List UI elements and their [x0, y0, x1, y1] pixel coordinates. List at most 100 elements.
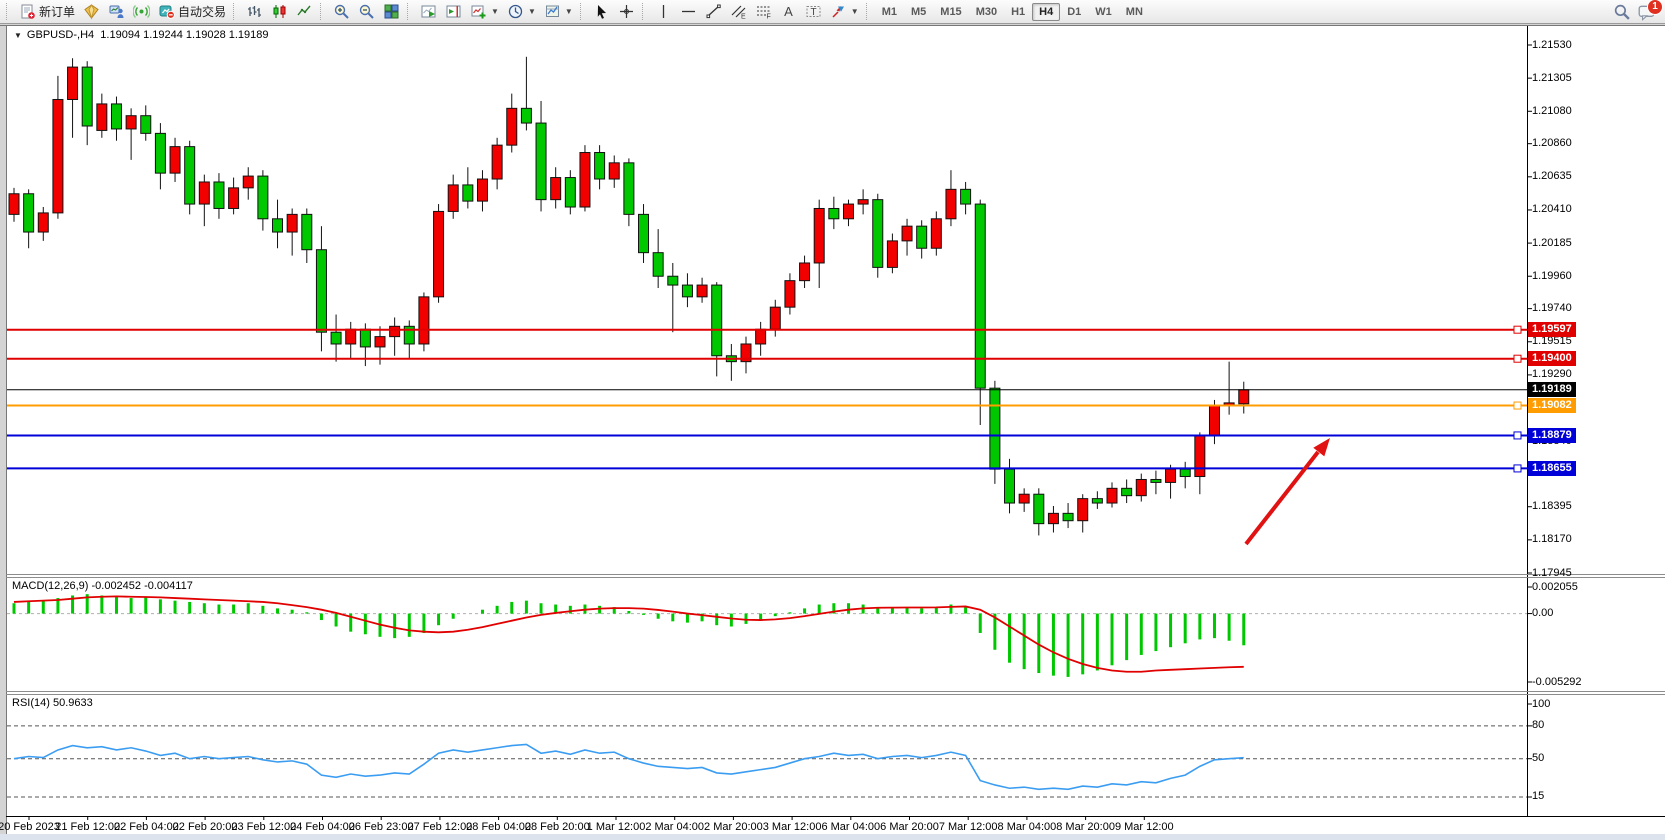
bear-candle [1179, 468, 1191, 478]
autotrading-button[interactable]: 自动交易 [154, 0, 230, 24]
timeframe-button-w1[interactable]: W1 [1095, 5, 1112, 18]
current-price-tag: 1.19189 [1528, 382, 1576, 398]
bull-candle [491, 144, 503, 180]
bull-candle [784, 280, 796, 308]
templates-button[interactable]: ▼ [540, 0, 577, 24]
chevron-down-icon[interactable]: ▼ [14, 31, 22, 40]
toolbar: 新订单 自动交易 ▼ ▼ ▼ E F A T ▼ M1 M5 M15 M30 H1 H4 D1 W1 MN 1 [0, 0, 1665, 24]
bear-candle [667, 275, 679, 286]
bull-candle [8, 193, 20, 215]
bear-candle [535, 122, 547, 201]
bear-candle [257, 175, 269, 220]
dropdown-arrow-icon[interactable]: ▼ [527, 7, 536, 16]
bull-candle [476, 178, 488, 202]
auto-scroll-button[interactable] [416, 0, 441, 24]
marketwatch-button[interactable] [79, 0, 104, 24]
timeframe-button-d1[interactable]: D1 [1067, 5, 1082, 18]
trend-arrow-line[interactable] [1244, 450, 1320, 546]
macd-axis-label: 0.00 [1532, 607, 1554, 620]
horizontal-line-button[interactable] [676, 0, 701, 24]
date-tick-label: 7 Mar 12:00 [938, 821, 998, 833]
bear-candle [520, 107, 532, 124]
timeframe-button-mn[interactable]: MN [1125, 5, 1143, 18]
search-icon[interactable] [1613, 3, 1631, 21]
cursor-icon [593, 3, 610, 20]
bear-candle [1091, 498, 1103, 504]
crosshair-button[interactable] [614, 0, 639, 24]
line-handle[interactable] [1513, 325, 1522, 334]
rsi-line [13, 743, 1244, 791]
price-tag-1.19082: 1.19082 [1528, 398, 1576, 414]
timeframe-button-m30[interactable]: M30 [975, 5, 998, 18]
dropdown-arrow-icon[interactable]: ▼ [850, 7, 859, 16]
bull-candle [1194, 434, 1206, 478]
date-tick-label: 2 Mar 20:00 [704, 821, 763, 833]
notification-badge: 1 [1647, 0, 1663, 15]
new-order-button[interactable]: 新订单 [15, 0, 79, 24]
price-tick-label: 1.17945 [1532, 566, 1572, 579]
line-chart-button[interactable] [292, 0, 317, 24]
bull-candle [1165, 468, 1177, 483]
bear-candle [828, 207, 840, 220]
timeframe-button-m15[interactable]: M15 [940, 5, 962, 18]
timeframe-button-m1[interactable]: M1 [881, 5, 897, 18]
chart-window-background [6, 26, 1665, 834]
rsi-axis-label: 50 [1532, 752, 1545, 765]
bull-candle [842, 203, 854, 220]
text-label-button[interactable]: T [801, 0, 826, 24]
dropdown-arrow-icon[interactable]: ▼ [564, 7, 573, 16]
timeframe-button-m5[interactable]: M5 [911, 5, 927, 18]
vertical-line-button[interactable] [651, 0, 676, 24]
periods-button[interactable]: ▼ [503, 0, 540, 24]
timeframe-button-h1[interactable]: H1 [1011, 5, 1026, 18]
chart-shift-button[interactable] [441, 0, 466, 24]
toolbar-separator [6, 3, 11, 20]
bull-candle [550, 177, 562, 201]
data-window-button[interactable] [104, 0, 129, 24]
fibonacci-button[interactable]: F [751, 0, 776, 24]
channel-button[interactable]: E [726, 0, 751, 24]
bull-candle [740, 343, 752, 363]
bull-candle [67, 66, 79, 100]
bull-candle [755, 328, 767, 345]
toolbar-separator [407, 3, 412, 20]
svg-text:F: F [766, 14, 770, 21]
line-handle[interactable] [1513, 401, 1522, 410]
chart-symbol-period: GBPUSD-,H4 [26, 29, 95, 41]
date-tick-label: 28 Feb 20:00 [524, 821, 590, 833]
bar-chart-button[interactable] [242, 0, 267, 24]
date-tick-label: 8 Mar 20:00 [1056, 821, 1115, 833]
bear-candle [213, 181, 225, 209]
bear-candle [403, 325, 415, 345]
bear-candle [462, 184, 474, 202]
signals-button[interactable] [129, 0, 154, 24]
autotrade-icon [158, 3, 175, 20]
bull-candle [813, 207, 825, 264]
dropdown-arrow-icon[interactable]: ▼ [491, 7, 499, 16]
line-handle[interactable] [1513, 464, 1522, 473]
zoom-out-button[interactable] [354, 0, 379, 24]
zoom-in-button[interactable] [329, 0, 354, 24]
periods-clock-icon [507, 3, 524, 20]
arrows-button[interactable]: ▼ [826, 0, 863, 24]
bull-candle [125, 115, 137, 130]
cursor-button[interactable] [589, 0, 614, 24]
timeframe-button-h4[interactable]: H4 [1032, 2, 1061, 21]
price-tick-label: 1.19290 [1532, 368, 1572, 381]
line-handle[interactable] [1513, 354, 1522, 363]
candlestick-chart-button[interactable] [267, 0, 292, 24]
bear-candle [681, 284, 693, 298]
line-chart-icon [296, 3, 313, 20]
bear-candle [1121, 487, 1133, 497]
tile-windows-button[interactable] [379, 0, 404, 24]
bull-candle [945, 188, 957, 220]
trendline-button[interactable] [701, 0, 726, 24]
tile-windows-icon [383, 3, 400, 20]
line-handle[interactable] [1513, 431, 1522, 440]
indicators-button[interactable]: ▼ [466, 0, 503, 24]
trend-arrow-head-icon[interactable] [1313, 438, 1330, 457]
text-button[interactable]: A [776, 0, 801, 24]
rsi-indicator-label: RSI(14) 50.9633 [12, 697, 93, 709]
bull-candle [418, 296, 430, 345]
